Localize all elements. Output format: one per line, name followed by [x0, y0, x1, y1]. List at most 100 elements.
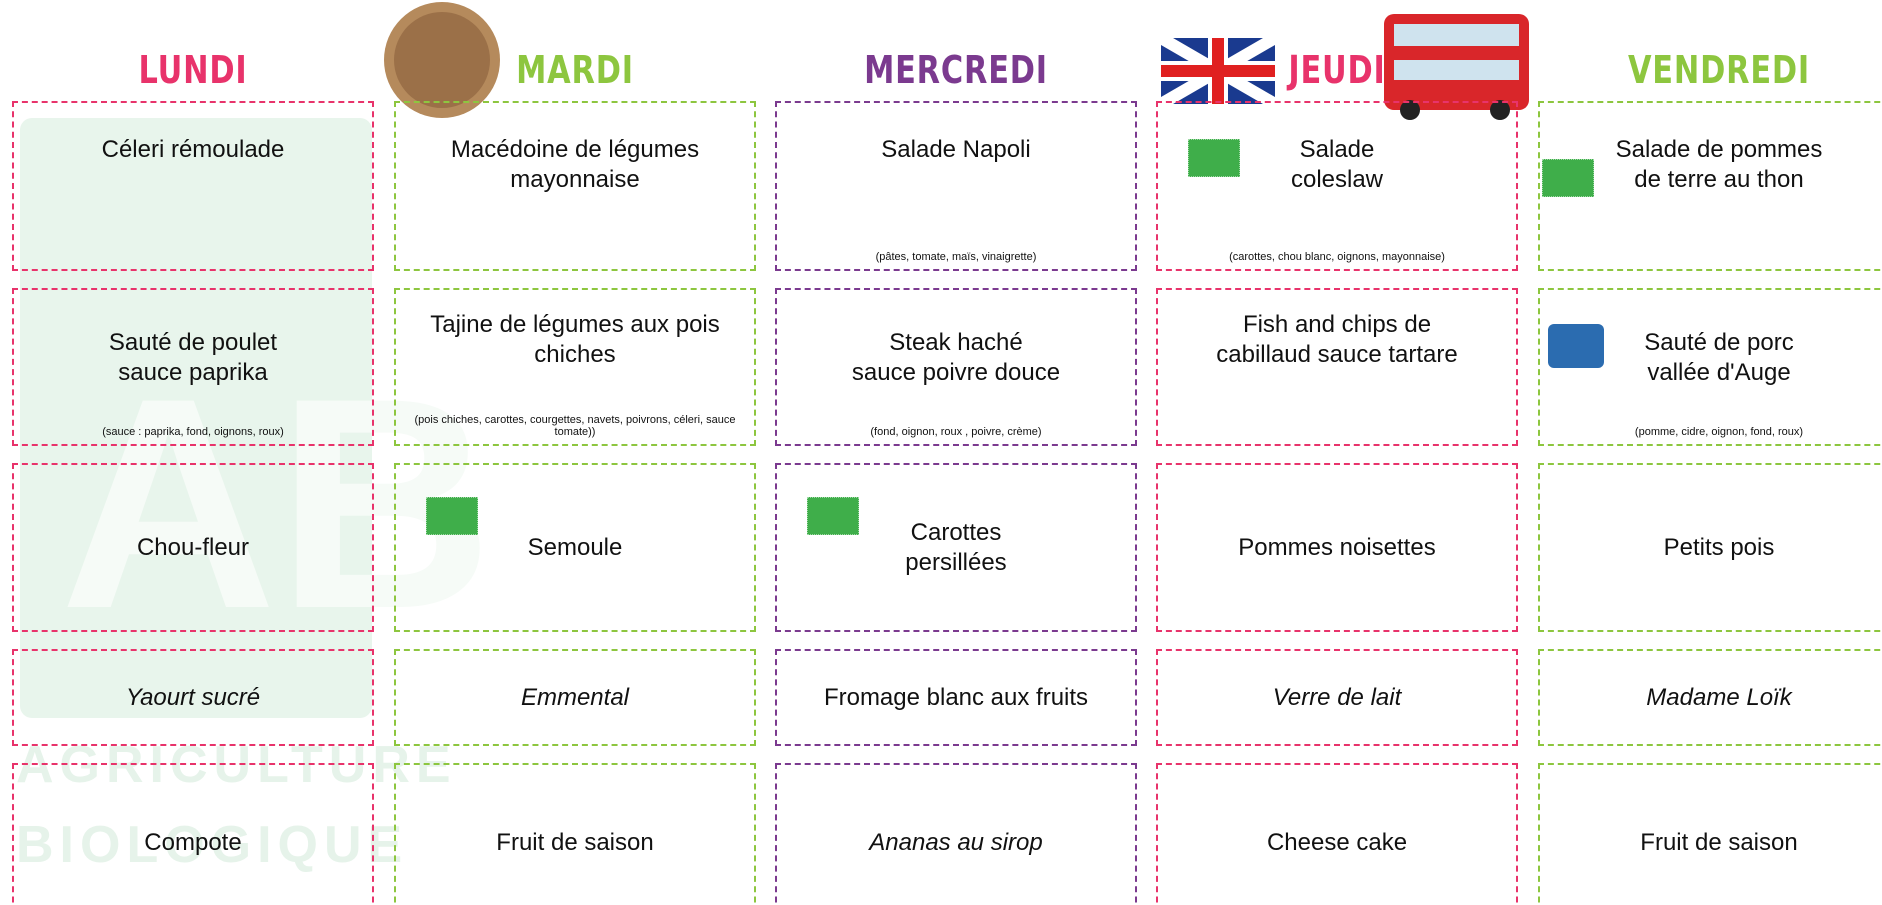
menu-cell: Tajine de légumes aux pois chiches (pois c… [394, 288, 756, 446]
menu-cell: Céleri rémoulade [12, 101, 374, 271]
menu-cell: Emmental [394, 649, 756, 746]
menu-cell: Fish and chips de cabillaud sauce tartare [1156, 288, 1518, 446]
dish: Fruit de saison [496, 765, 653, 905]
dish-line: chiches [534, 341, 616, 368]
dish-line: Madame Loïk [1646, 683, 1792, 711]
bio-logo [1542, 159, 1594, 197]
menu-cell: Cheese cake [1156, 763, 1518, 905]
dish-line: Macédoine de légumes [450, 136, 700, 163]
dish-line: Carottes [910, 518, 1002, 546]
dish-line: Yaourt sucré [125, 683, 261, 711]
bio-logo [426, 497, 478, 535]
dish-line: Salade Napoli [881, 136, 1031, 163]
dish: Emmental [521, 651, 629, 744]
dish-line: Sauté de porc [1644, 329, 1794, 356]
dish: Pommes noisettes [1238, 465, 1435, 630]
dish-ingredients: (carottes, chou blanc, oignons, mayonnai… [1229, 251, 1445, 263]
dish: Tajine de légumes aux pois chiches [430, 290, 720, 414]
menu-cell: Semoule [394, 463, 756, 632]
dish-line: Petits pois [1663, 533, 1775, 561]
dish-line: de terre au thon [1634, 166, 1804, 193]
ab-watermark [20, 118, 372, 718]
dish-line: Tajine de légumes aux pois [430, 311, 720, 338]
dish: Madame Loïk [1646, 651, 1791, 744]
dish-line: coleslaw [1290, 166, 1384, 193]
dish: Céleri rémoulade [102, 103, 285, 269]
dish: Macédoine de légumes mayonnaise [451, 103, 699, 269]
menu-cell: Pommes noisettes [1156, 463, 1518, 632]
dish-line: sauce paprika [118, 359, 268, 386]
dish: Verre de lait [1273, 651, 1402, 744]
menu-cell: Salade coleslaw (carottes, chou blanc, oig… [1156, 101, 1518, 271]
dish: Salade de pommes de terre au thon [1616, 103, 1823, 269]
dish-line: Pommes noisettes [1238, 533, 1436, 561]
dish-line: Chou-fleur [136, 533, 250, 561]
dish-line: Semoule [527, 533, 623, 561]
dish: Fromage blanc aux fruits [824, 651, 1088, 744]
dish-ingredients: (fond, oignon, roux , poivre, crème) [870, 426, 1042, 438]
menu-cell: Sauté de porc vallée d'Auge (pomme, cidre,… [1538, 288, 1882, 446]
dish: Steak haché sauce poivre douce [852, 290, 1060, 426]
dish-line: Emmental [520, 683, 630, 711]
dish: Petits pois [1664, 465, 1775, 630]
menu-cell: Sauté de poulet sauce paprika (sauce : pap… [12, 288, 374, 446]
menu-cell: Fromage blanc aux fruits [775, 649, 1137, 746]
dish-line: Verre de lait [1272, 683, 1402, 711]
day-header: LUNDI [138, 48, 248, 92]
dish-line: Cheese cake [1266, 829, 1408, 856]
dish: Fruit de saison [1640, 765, 1797, 905]
menu-cell: Yaourt sucré [12, 649, 374, 746]
dish: Salade coleslaw [1291, 103, 1383, 251]
dish-line: Fish and chips de [1242, 311, 1432, 338]
dish-line: Fruit de saison [496, 829, 654, 856]
bleu-blanc-coeur-logo [1548, 324, 1604, 368]
dish-line: cabillaud sauce tartare [1216, 341, 1458, 368]
menu-cell: Fruit de saison [1538, 763, 1882, 905]
dish: Chou-fleur [137, 465, 249, 630]
dish-ingredients: (pois chiches, carottes, courgettes, nav… [414, 414, 736, 438]
bio-logo [1188, 139, 1240, 177]
dish-line: Fromage blanc aux fruits [823, 683, 1089, 711]
dish: Sauté de porc vallée d'Auge [1644, 290, 1793, 426]
dish-line: Ananas au sirop [869, 829, 1043, 856]
dish: Sauté de poulet sauce paprika [109, 290, 277, 426]
dish-line: sauce poivre douce [851, 359, 1061, 386]
menu-cell: Salade de pommes de terre au thon [1538, 101, 1882, 271]
dish: Cheese cake [1267, 765, 1407, 905]
dish: Salade Napoli [881, 103, 1030, 251]
dish-line: vallée d'Auge [1647, 359, 1791, 386]
bio-logo [807, 497, 859, 535]
dish: Fish and chips de cabillaud sauce tartare [1216, 290, 1457, 444]
dish: Semoule [528, 465, 623, 630]
dish-line: Compote [144, 829, 242, 856]
menu-cell: Compote [12, 763, 374, 905]
dish: Ananas au sirop [869, 765, 1042, 905]
dish-ingredients: (pomme, cidre, oignon, fond, roux) [1634, 426, 1804, 438]
dish-line: Salade [1299, 136, 1375, 163]
menu-cell: Salade Napoli (pâtes, tomate, maïs, vinai… [775, 101, 1137, 271]
dish: Yaourt sucré [126, 651, 260, 744]
dish: Carottes persillées [905, 465, 1006, 630]
dish-line: Steak haché [889, 329, 1023, 356]
dish: Compote [144, 765, 241, 905]
day-header: JEUDI [1288, 48, 1386, 92]
day-header: MERCREDI [864, 48, 1048, 92]
watermark-text: BIOLOGIQUE [16, 816, 409, 874]
menu-cell: Macédoine de légumes mayonnaise [394, 101, 756, 271]
menu-cell: Petits pois [1538, 463, 1882, 632]
dish-line: Sauté de poulet [108, 329, 278, 356]
dish-line: Céleri rémoulade [101, 136, 285, 163]
menu-cell: Ananas au sirop [775, 763, 1137, 905]
dish-ingredients: (pâtes, tomate, maïs, vinaigrette) [875, 251, 1037, 263]
dish-line: Fruit de saison [1640, 829, 1798, 856]
menu-cell: Verre de lait [1156, 649, 1518, 746]
menu-cell: Fruit de saison [394, 763, 756, 905]
day-header: MARDI [516, 48, 634, 92]
dish-line: mayonnaise [510, 166, 640, 193]
day-header: VENDREDI [1627, 48, 1811, 92]
ab-letters: AB [60, 335, 494, 671]
menu-cell: Madame Loïk [1538, 649, 1882, 746]
dish-line: Salade de pommes [1615, 136, 1823, 163]
menu-cell: Carottes persillées [775, 463, 1137, 632]
